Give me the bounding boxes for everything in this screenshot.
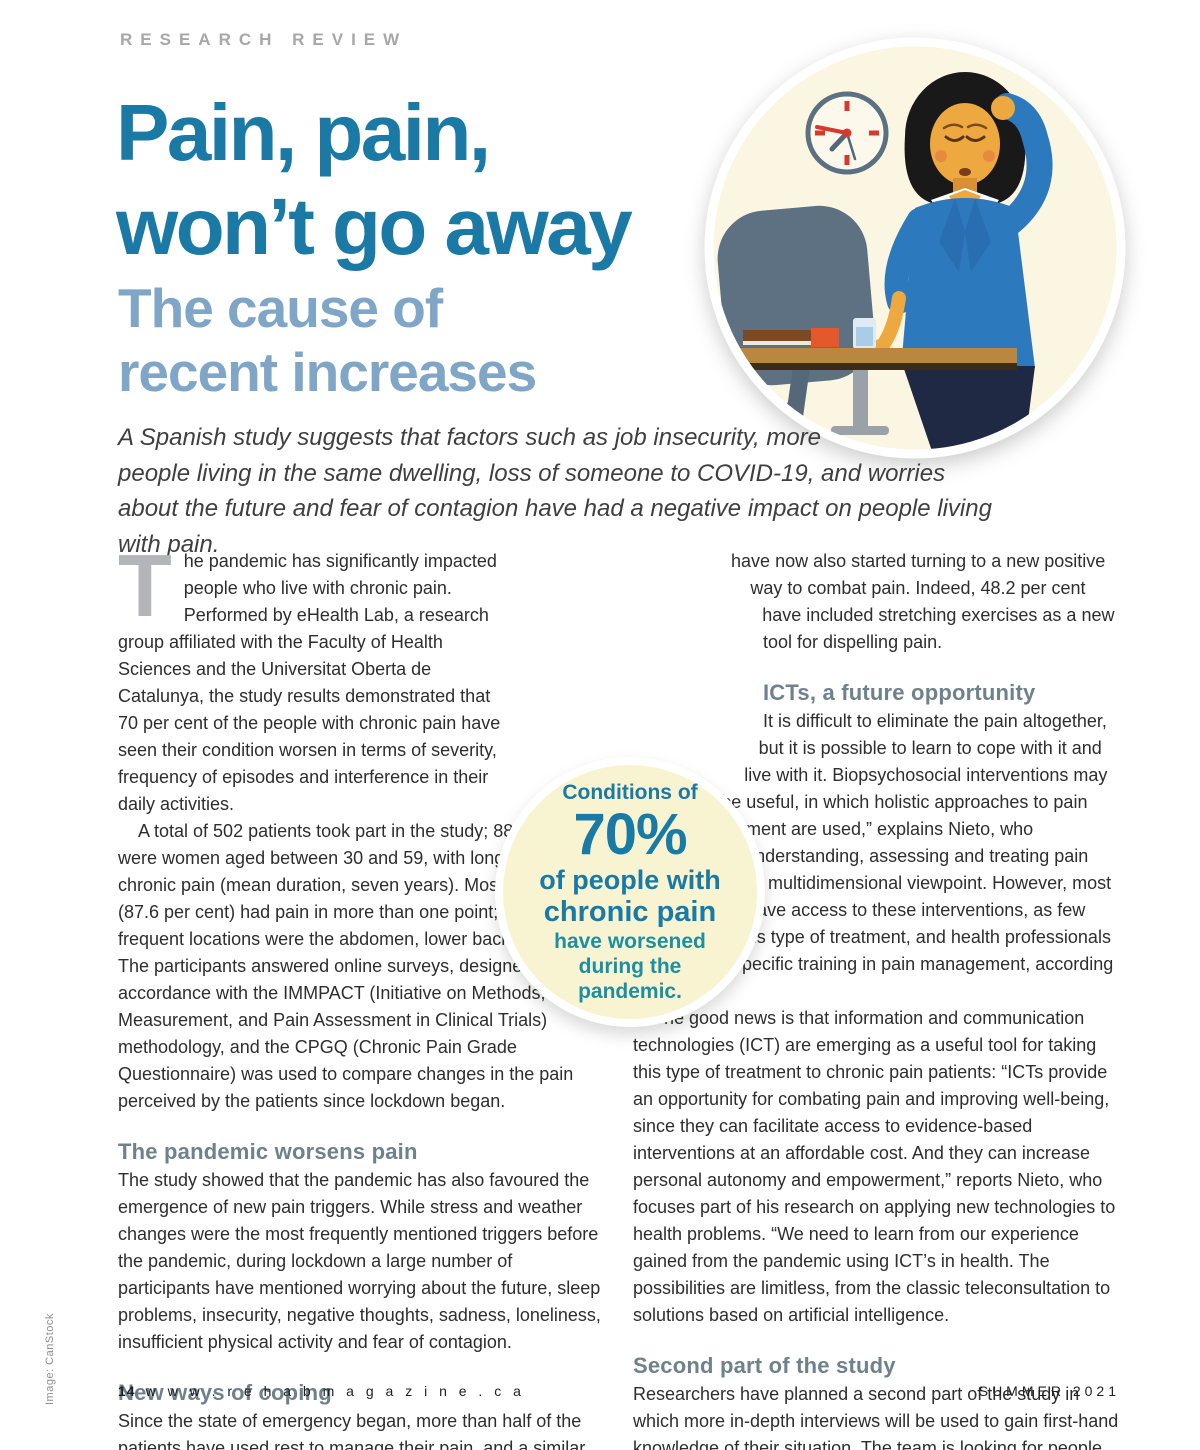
subtitle-line-1: The cause of (118, 277, 443, 339)
callout-line: chronic pain (543, 896, 717, 928)
section-heading: Second part of the study (633, 1353, 896, 1378)
article-title: Pain, pain, won’t go away (116, 86, 633, 274)
issue-label: SUMMER 2021 (978, 1383, 1120, 1399)
subtitle-line-2: recent increases (118, 341, 537, 403)
callout-line: Conditions of (562, 781, 698, 804)
body-column-right: have now also started turning to a new p… (633, 548, 1121, 1450)
page-number: 14 (118, 1383, 136, 1399)
section-heading: The pandemic worsens pain (118, 1139, 418, 1164)
footer-left: 14 w w w . r e h a b m a g a z i n e . c … (118, 1383, 525, 1399)
woman-figure (872, 72, 1053, 454)
section-heading: New ways of coping (118, 1380, 332, 1405)
paragraph: Since the state of emergency began, more… (118, 1411, 586, 1450)
paragraph-text: Researchers have planned a second part o… (633, 1384, 1119, 1450)
website-url: w w w . r e h a b m a g a z i n e . c a (145, 1383, 525, 1399)
callout-line: have worsened (554, 930, 706, 953)
illustration-svg (704, 37, 1126, 459)
paragraph: The good news is that information and co… (633, 1008, 1116, 1325)
paragraph: The study showed that the pandemic has a… (118, 1170, 601, 1352)
image-credit: Image: CanStock (44, 1313, 56, 1405)
article-subtitle: The cause of recent increases (118, 276, 537, 404)
section-heading: ICTs, a future opportunity (763, 680, 1036, 705)
standfirst-line-1: A Spanish study suggests that factors su… (118, 424, 822, 451)
standfirst-line-3: about the future and fear of contagion h… (118, 495, 992, 558)
paragraph-text: he pandemic has significantly impacted p… (118, 551, 501, 814)
kicker: RESEARCH REVIEW (120, 30, 408, 49)
title-line-1: Pain, pain, (116, 88, 491, 177)
drop-cap: T (118, 536, 172, 635)
callout-line: during the (578, 955, 682, 978)
callout-line: pandemic. (578, 980, 682, 1003)
callout-line: of people with (539, 865, 721, 895)
paragraph: have now also started turning to a new p… (731, 551, 1115, 652)
title-line-2: won’t go away (116, 182, 633, 271)
stat-callout: Conditions of 70% of people with chronic… (495, 757, 765, 1027)
paragraph: A total of 502 patients took part in the… (118, 821, 601, 1111)
article-standfirst: A Spanish study suggests that factors su… (118, 420, 1028, 562)
callout-stat: 70% (573, 802, 687, 867)
desk-icon (713, 318, 1017, 435)
standfirst-line-2: people living in the same dwelling, loss… (118, 459, 946, 487)
paragraph: Researchers have planned a second part o… (633, 1381, 1121, 1450)
wall-clock-icon (805, 91, 889, 175)
illustration-ring (704, 37, 1126, 459)
stressed-woman-illustration (703, 36, 1127, 460)
